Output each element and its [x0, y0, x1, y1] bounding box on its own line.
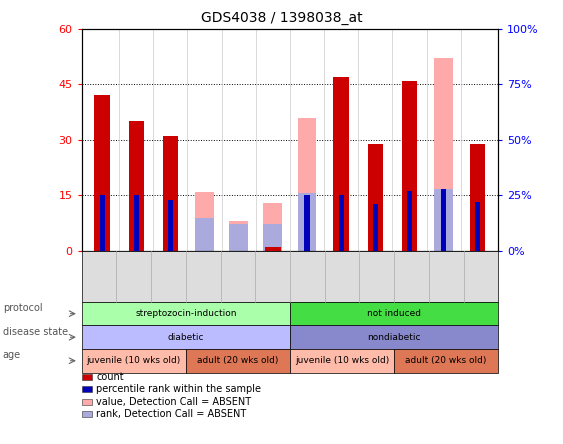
Text: not induced: not induced — [367, 309, 421, 318]
Bar — [441, 189, 446, 251]
Bar — [186, 349, 290, 373]
Bar — [134, 195, 139, 251]
Text: percentile rank within the sample: percentile rank within the sample — [96, 385, 261, 394]
Bar — [298, 193, 316, 251]
Bar — [82, 349, 186, 373]
Text: age: age — [3, 350, 21, 361]
Bar — [195, 218, 214, 251]
Bar — [290, 302, 498, 325]
Bar — [407, 191, 412, 251]
Text: juvenile (10 wks old): juvenile (10 wks old) — [87, 356, 181, 365]
Bar — [82, 411, 92, 417]
Bar — [402, 81, 417, 251]
Text: rank, Detection Call = ABSENT: rank, Detection Call = ABSENT — [96, 409, 247, 419]
Bar — [265, 247, 280, 251]
Bar — [298, 118, 316, 251]
Bar — [305, 195, 310, 251]
Bar — [229, 224, 248, 251]
Bar — [168, 200, 173, 251]
Bar — [263, 203, 282, 251]
Bar — [82, 302, 290, 325]
Text: adult (20 wks old): adult (20 wks old) — [197, 356, 279, 365]
Bar — [100, 195, 105, 251]
Text: value, Detection Call = ABSENT: value, Detection Call = ABSENT — [96, 397, 252, 407]
Bar — [128, 121, 144, 251]
Text: streptozocin-induction: streptozocin-induction — [135, 309, 236, 318]
Bar — [82, 399, 92, 405]
Text: juvenile (10 wks old): juvenile (10 wks old) — [295, 356, 389, 365]
Bar — [373, 204, 378, 251]
Bar — [82, 386, 92, 392]
Bar — [333, 77, 349, 251]
Bar — [95, 95, 110, 251]
Bar — [394, 349, 498, 373]
Bar — [263, 224, 282, 251]
Text: GDS4038 / 1398038_at: GDS4038 / 1398038_at — [200, 11, 363, 25]
Text: adult (20 wks old): adult (20 wks old) — [405, 356, 487, 365]
Text: diabetic: diabetic — [168, 333, 204, 342]
Bar — [82, 251, 498, 302]
Bar — [82, 325, 290, 349]
Bar — [229, 221, 248, 251]
Bar — [290, 349, 394, 373]
Bar — [290, 325, 498, 349]
Bar — [470, 143, 485, 251]
Bar — [434, 59, 453, 251]
Bar — [475, 202, 480, 251]
Bar — [195, 192, 214, 251]
Text: nondiabetic: nondiabetic — [367, 333, 421, 342]
Bar — [368, 143, 383, 251]
Bar — [163, 136, 178, 251]
Bar — [82, 374, 92, 380]
Bar — [338, 195, 344, 251]
Text: disease state: disease state — [3, 327, 68, 337]
Text: count: count — [96, 372, 124, 382]
Text: protocol: protocol — [3, 303, 42, 313]
Bar — [434, 189, 453, 251]
